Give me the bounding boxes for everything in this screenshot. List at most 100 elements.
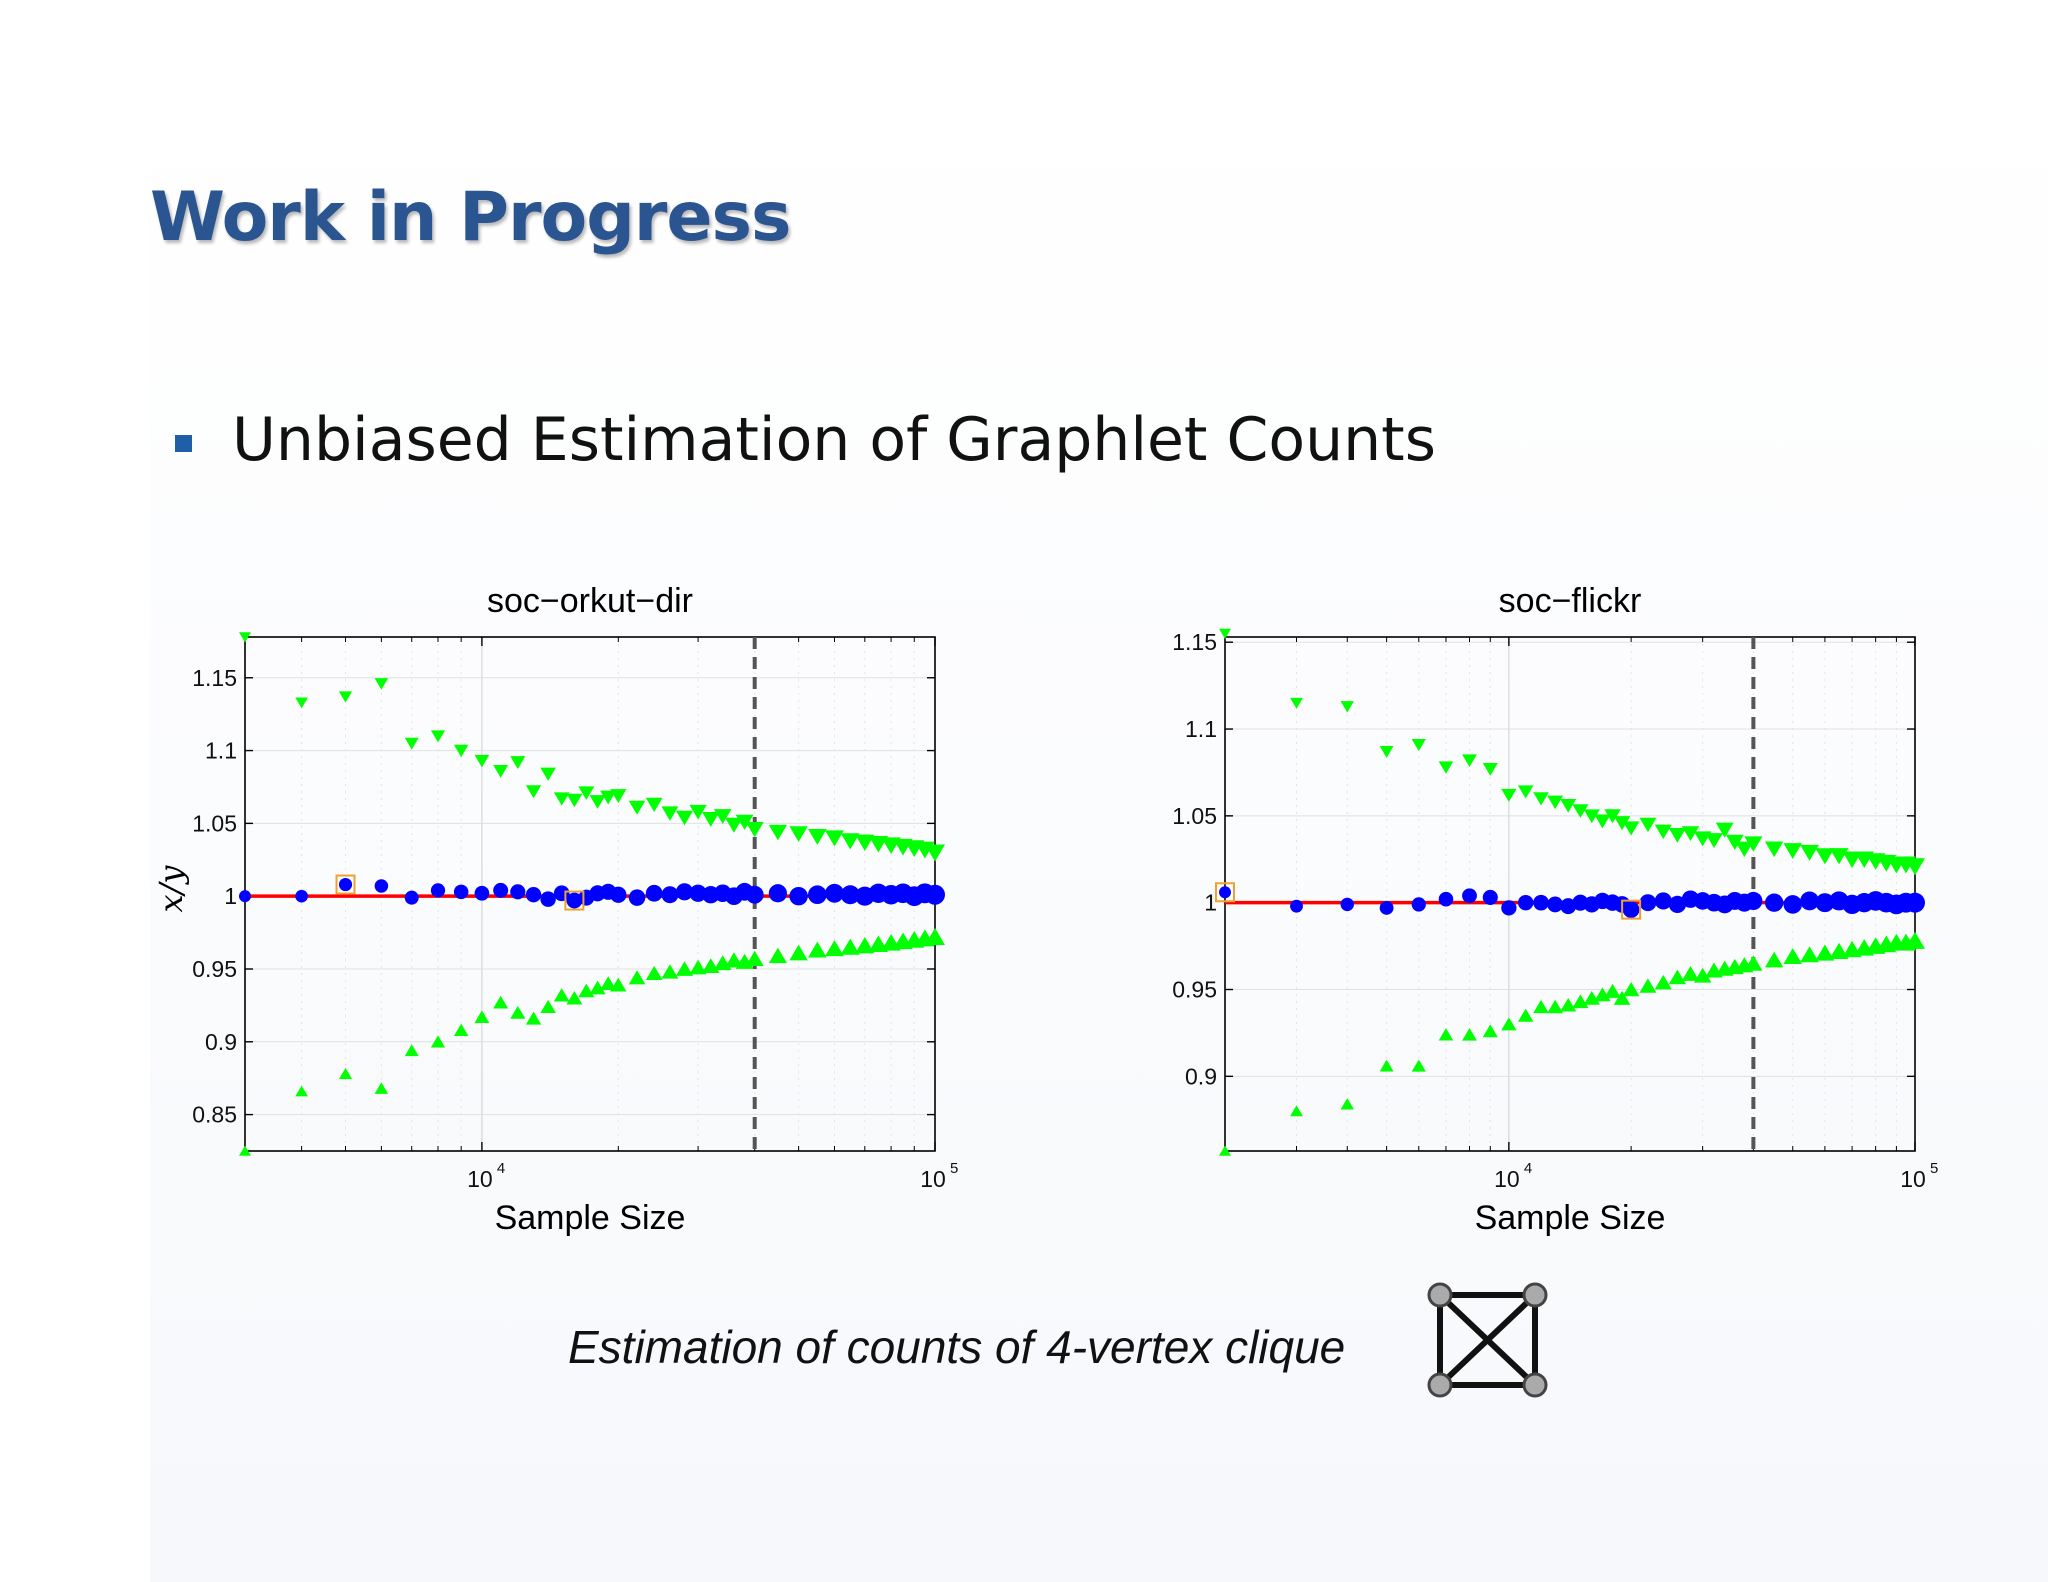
data-point-estimate [1668, 895, 1687, 914]
data-point-upper [1583, 809, 1600, 824]
data-point-estimate [295, 889, 308, 903]
data-point-lower [1482, 1024, 1498, 1038]
data-point-estimate [768, 884, 787, 903]
data-point-estimate [1411, 897, 1426, 912]
x-tick-label: 10 5 [920, 1160, 958, 1192]
data-point-estimate [689, 884, 707, 902]
data-point-lower [1501, 1017, 1517, 1031]
data-point-upper [1715, 822, 1734, 838]
series-lower [1219, 931, 1925, 1156]
series-estimate [1219, 886, 1925, 918]
data-point-upper [404, 737, 419, 750]
data-point-lower [1517, 1008, 1534, 1022]
data-point-upper [295, 697, 308, 709]
data-point-upper [510, 756, 526, 770]
x-axis-label: Sample Size [495, 1199, 686, 1237]
x-tick-label: 10 4 [467, 1160, 505, 1192]
data-point-upper [430, 730, 446, 743]
data-point-upper [1547, 795, 1564, 810]
data-point-lower [1613, 990, 1631, 1005]
data-point-lower [825, 940, 844, 957]
data-point-upper [768, 824, 787, 841]
y-tick-label: 0.9 [205, 1029, 237, 1055]
data-point-estimate [1501, 900, 1517, 916]
data-point-lower [1547, 999, 1564, 1014]
data-point-lower [1411, 1059, 1426, 1072]
data-point-upper [645, 797, 663, 812]
data-point-lower [295, 1085, 308, 1097]
y-axis-label: x/y [152, 865, 190, 913]
data-point-upper [1501, 788, 1517, 802]
data-point-estimate [566, 892, 583, 909]
data-point-upper [474, 754, 490, 768]
data-point-upper [1654, 824, 1672, 840]
data-point-estimate [1340, 897, 1354, 912]
data-point-upper [1842, 851, 1862, 868]
data-point-lower [430, 1035, 446, 1048]
data-point-lower [1815, 944, 1835, 961]
data-point-lower [1905, 931, 1925, 949]
data-point-upper [1639, 817, 1657, 833]
data-point-estimate [808, 885, 827, 905]
data-point-upper [1815, 848, 1835, 865]
data-point-estimate [1639, 894, 1657, 912]
x-tick-exp: 5 [950, 1160, 958, 1177]
data-point-lower [493, 995, 509, 1009]
data-point-lower [1219, 1145, 1231, 1156]
x-axis-label: Sample Size [1475, 1199, 1666, 1237]
data-point-lower [1604, 983, 1621, 998]
chart-title: soc−orkut−dir [487, 582, 693, 620]
data-point-lower [1438, 1028, 1454, 1041]
x-tick-label: 10 5 [1900, 1160, 1938, 1192]
bullet-marker [175, 435, 192, 452]
data-point-estimate [239, 890, 251, 903]
slide-title: Work in Progress [150, 178, 791, 257]
data-point-upper [1340, 701, 1354, 713]
data-point-estimate [745, 885, 764, 904]
data-point-estimate [1800, 891, 1819, 911]
bullet-text: Unbiased Estimation of Graphlet Counts [232, 405, 1436, 475]
data-point-lower [474, 1010, 490, 1023]
data-point-upper [1219, 628, 1231, 639]
data-point-estimate [789, 886, 808, 906]
data-point-lower [1290, 1105, 1303, 1117]
data-point-upper [589, 795, 606, 809]
data-point-lower [840, 938, 860, 955]
data-point-estimate [1783, 895, 1803, 914]
data-point-upper [566, 793, 583, 808]
data-point-upper [1533, 792, 1549, 806]
data-point-lower [745, 950, 764, 966]
data-point-estimate [1815, 893, 1835, 913]
y-tick-label: 1.15 [192, 665, 237, 691]
data-point-estimate [675, 883, 694, 901]
data-point-upper [1462, 754, 1477, 767]
data-point-lower [610, 977, 627, 992]
data-point-upper [1613, 816, 1631, 831]
highlight-marker [335, 874, 356, 895]
data-point-estimate [510, 884, 526, 900]
data-point-estimate [610, 886, 627, 903]
data-point-estimate [925, 884, 945, 905]
data-point-lower [1462, 1027, 1477, 1041]
data-point-lower [453, 1023, 469, 1036]
data-point-estimate [661, 886, 679, 904]
data-point-upper [745, 822, 764, 838]
data-point-lower [1829, 942, 1849, 959]
series-lower [239, 927, 945, 1156]
data-point-upper [808, 829, 827, 845]
data-point-upper [789, 826, 808, 842]
data-point-upper [1725, 834, 1744, 850]
data-point-lower [925, 927, 945, 945]
data-point-lower [1764, 951, 1784, 968]
data-point-estimate [404, 890, 419, 905]
x-tick-exp: 5 [1930, 1160, 1938, 1177]
y-tick-label: 0.85 [192, 1102, 237, 1128]
data-point-lower [510, 1005, 526, 1019]
data-point-estimate [525, 887, 542, 903]
y-tick-label: 1.1 [1185, 716, 1217, 742]
data-point-lower [404, 1044, 419, 1057]
data-point-upper [578, 786, 595, 800]
data-point-estimate [338, 877, 353, 892]
